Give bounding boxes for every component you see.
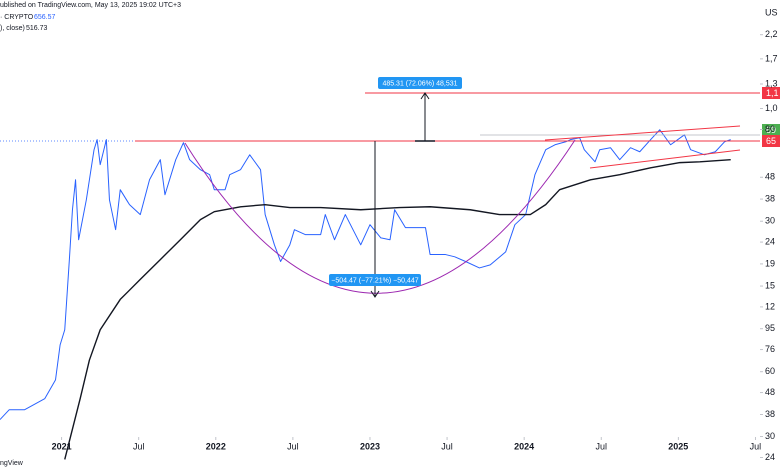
fall-box [329, 274, 421, 286]
cup-curve [184, 139, 576, 294]
y-tick-label: 15 [765, 280, 775, 290]
y-tick-label: 60 [765, 366, 775, 376]
y-tick-label: 12 [765, 301, 775, 311]
y-tick-label: 48 [765, 172, 775, 182]
x-tick-label: Jul [750, 441, 762, 451]
plot-area [0, 129, 731, 460]
y-tick-label: 80 [765, 124, 775, 134]
y-tick-label: 1,7 [765, 53, 778, 63]
rise-arrow-head [420, 92, 430, 100]
y-tick-label: 95 [765, 323, 775, 333]
x-tick-label: Jul [133, 441, 145, 451]
rise-box [378, 77, 462, 89]
y-tick-label: 30 [765, 216, 775, 226]
y-tick-label: 1,3 [765, 78, 778, 88]
fall-label: −504.47 (−77.21%) −50,447 [331, 277, 418, 284]
tag-box [762, 135, 780, 147]
channel-top [544, 125, 741, 141]
x-tick-label: Jul [287, 441, 299, 451]
fall-arrow-head [370, 290, 380, 298]
y-tick-label: 76 [765, 344, 775, 354]
y-tick-label: 2,2 [765, 29, 778, 39]
rise-label: 485.31 (72.06%) 48,531 [382, 80, 457, 87]
y-tick-label: 1,0 [765, 103, 778, 113]
x-tick-label: 2022 [206, 441, 226, 451]
x-tick-label: Jul [441, 441, 453, 451]
last-price: 656.57 [34, 14, 56, 21]
tag-box [762, 87, 780, 99]
price-tag: 69 [766, 125, 776, 135]
y-tick-label: 48 [765, 387, 775, 397]
y-tick-label: 38 [765, 193, 775, 203]
x-tick-label: 2023 [360, 441, 380, 451]
price-line-series [64, 158, 731, 460]
x-tick-label: 2021 [52, 441, 72, 451]
x-tick-label: 2025 [668, 441, 688, 451]
tag-box [762, 124, 780, 136]
x-tick-label: Jul [595, 441, 607, 451]
price-tag: 65 [766, 136, 776, 146]
y-tick-label: 19 [765, 258, 775, 268]
price-line-series [0, 129, 731, 420]
ma-value: 516.73 [26, 25, 48, 32]
x-tick-label: 2024 [514, 441, 534, 451]
symbol: · CRYPTO [0, 14, 34, 21]
channel-bottom [589, 149, 741, 169]
watermark: ngView [0, 460, 24, 467]
ma-label: ), close) [0, 25, 25, 32]
currency: US [765, 7, 778, 17]
y-tick-label: 24 [765, 452, 775, 462]
price-tag: 1,1 [766, 88, 779, 98]
y-tick-label: 38 [765, 409, 775, 419]
publisher: ublished on TradingView.com, May 13, 202… [0, 2, 181, 9]
y-tick-label: 30 [765, 431, 775, 441]
y-tick-label: 24 [765, 236, 775, 246]
